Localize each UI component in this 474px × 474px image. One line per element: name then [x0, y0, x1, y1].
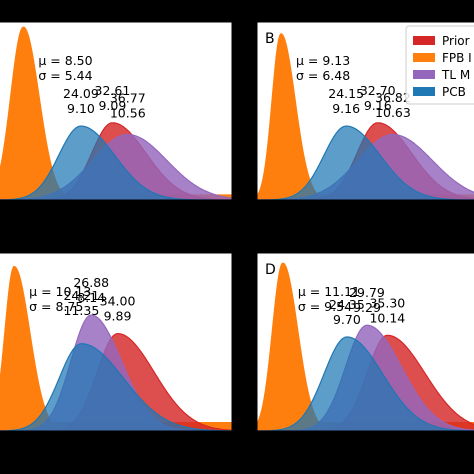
line-prior	[0, 332, 232, 431]
mean-label: μ = 8.50	[38, 53, 92, 68]
legend-box	[405, 25, 474, 105]
panel-label: D	[265, 262, 276, 278]
plot-frame	[0, 21, 233, 201]
mean-label: μ = 11.11	[298, 284, 360, 299]
legend-swatch	[413, 87, 435, 96]
sigma-label: σ = 5.44	[38, 68, 92, 83]
peak-spread: 10.63	[375, 105, 411, 120]
panel-1: μ = 8.50σ = 5.44 24.099.1032.619.0936.771…	[0, 21, 233, 201]
legend-entry: FPB I	[442, 51, 472, 65]
legend-entry: PCB	[442, 85, 466, 99]
peak-spread: 11.35	[63, 303, 99, 318]
peak-value: 36.77	[110, 90, 146, 105]
panel-2: Bμ = 9.13σ = 6.4824.159.1632.709.1636.82…	[256, 21, 474, 201]
peak-value: 32.61	[95, 83, 131, 98]
plot-frame	[256, 21, 474, 201]
area-pcb	[0, 343, 232, 431]
peak-spread: 9.16	[364, 98, 392, 113]
peak-value: 35.30	[369, 295, 405, 310]
peak-spread: 9.10	[67, 101, 95, 116]
peak-value: 24.35	[329, 297, 365, 312]
area-fpb	[257, 33, 474, 200]
peak-spread: 9.09	[98, 98, 126, 113]
sigma-label: σ = 8.75	[29, 299, 83, 314]
legend: Prior FPB I TL M PCB	[405, 25, 474, 105]
peak-spread: 10.14	[369, 310, 405, 325]
line-pcb	[0, 343, 232, 431]
mean-label: μ = 10.13	[29, 284, 91, 299]
legend-swatch	[413, 53, 435, 62]
peak-spread: 9.29	[353, 300, 381, 315]
legend-entry: TL M	[441, 68, 470, 82]
peak-spread: 9.70	[333, 312, 361, 327]
peak-value: 36.82	[375, 90, 411, 105]
peak-value: 26.88	[73, 275, 109, 290]
sigma-label: σ = 6.48	[296, 68, 350, 83]
peak-spread: 9.89	[104, 309, 132, 324]
area-fpb	[0, 266, 232, 431]
sigma-label: σ = 9.54	[298, 299, 352, 314]
area-pcb	[257, 337, 474, 431]
legend-swatch	[413, 36, 435, 45]
line-pcb	[257, 336, 474, 431]
peak-value: 29.79	[349, 285, 385, 300]
legend-entry: Prior	[442, 34, 470, 48]
peak-value: 24.21	[63, 288, 99, 303]
area-fpb	[0, 27, 232, 200]
plot-frame	[256, 252, 474, 432]
peak-value: 24.15	[328, 86, 364, 101]
area-pcb	[257, 126, 474, 200]
peak-spread: 9.16	[332, 101, 360, 116]
peak-value: 24.09	[63, 86, 99, 101]
peak-spread: 8.14	[77, 290, 105, 305]
panel-label: B	[265, 31, 275, 47]
legend-swatch	[413, 70, 435, 79]
peak-value: 32.70	[360, 83, 396, 98]
plot-frame	[0, 252, 233, 432]
peak-value: 34.00	[100, 294, 136, 309]
mean-label: μ = 9.13	[296, 53, 350, 68]
peak-spread: 10.56	[110, 105, 146, 120]
area-pcb	[0, 126, 232, 200]
